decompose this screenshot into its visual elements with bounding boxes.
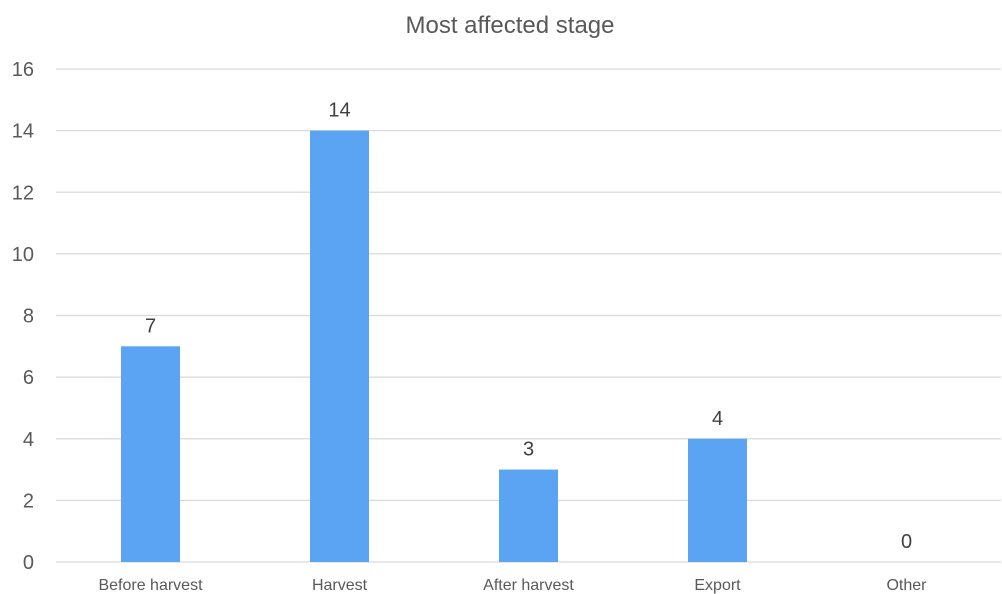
bars xyxy=(121,130,747,562)
category-label: Other xyxy=(886,577,927,594)
y-tick-label: 0 xyxy=(23,552,34,574)
y-tick-label: 12 xyxy=(12,182,34,204)
bar-harvest xyxy=(310,130,369,562)
y-axis-tick-labels: 0 2 4 6 8 10 12 14 16 xyxy=(12,59,34,574)
category-label: After harvest xyxy=(483,577,574,594)
y-tick-label: 6 xyxy=(23,367,34,389)
data-label: 0 xyxy=(901,531,912,553)
bar-export xyxy=(688,438,747,562)
bar-after-harvest xyxy=(499,469,558,562)
data-label: 7 xyxy=(145,315,156,337)
data-label: 3 xyxy=(523,439,534,461)
y-tick-label: 10 xyxy=(12,244,34,266)
category-label: Export xyxy=(694,577,741,594)
data-labels: 7 14 3 4 0 xyxy=(145,100,912,553)
data-label: 14 xyxy=(328,100,350,122)
gridlines xyxy=(56,68,1001,563)
category-label: Before harvest xyxy=(98,577,203,594)
chart-title: Most affected stage xyxy=(405,12,614,39)
y-tick-label: 8 xyxy=(23,306,34,328)
data-label: 4 xyxy=(712,408,723,430)
bar-before-harvest xyxy=(121,346,180,562)
y-tick-label: 2 xyxy=(23,490,34,512)
y-tick-label: 14 xyxy=(12,121,34,143)
y-tick-label: 4 xyxy=(23,429,34,451)
x-axis-category-labels: Before harvest Harvest After harvest Export… xyxy=(98,577,927,594)
y-tick-label: 16 xyxy=(12,59,34,81)
category-label: Harvest xyxy=(312,577,368,594)
